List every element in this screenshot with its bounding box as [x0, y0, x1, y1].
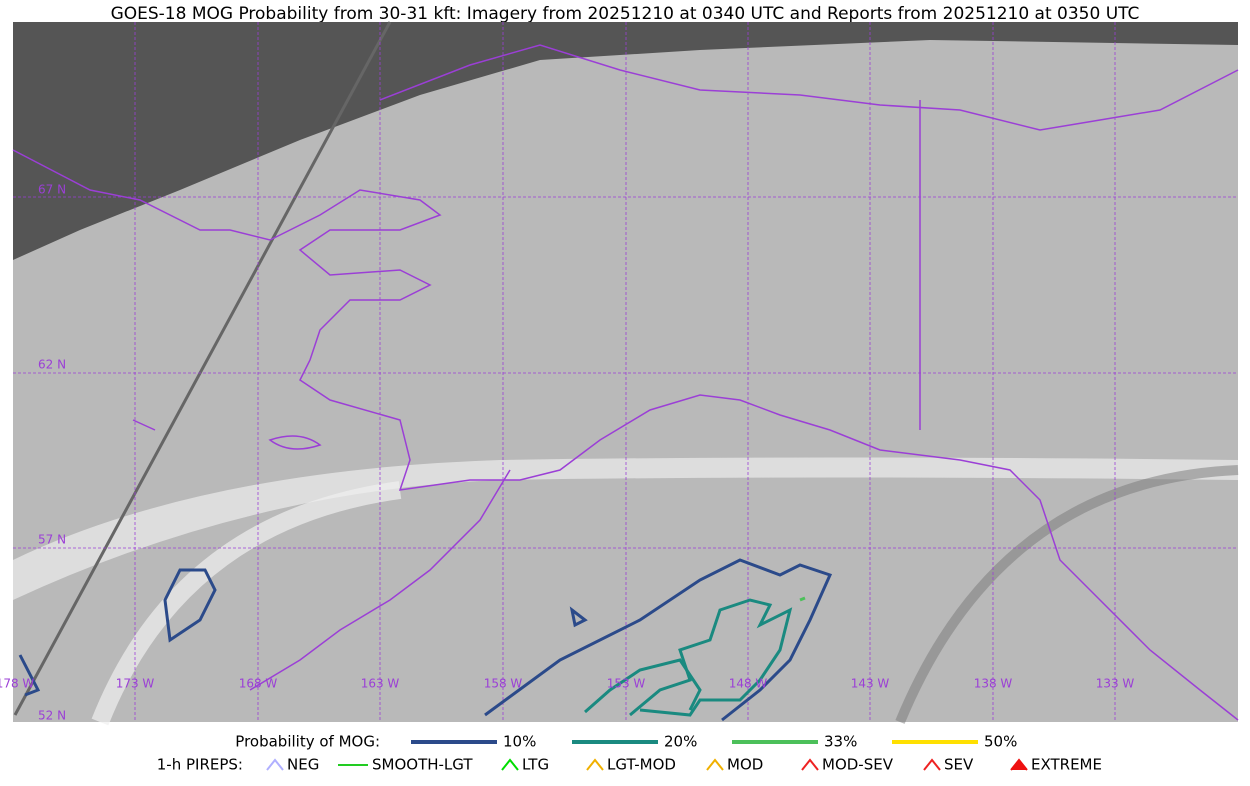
longitude-label: 178 W [0, 677, 34, 691]
legend-heading: Probability of MOG: [235, 733, 380, 751]
graticule [13, 22, 1238, 722]
legend-label: 10% [503, 733, 536, 751]
legend-icon [266, 758, 284, 771]
legend-label: NEG [287, 756, 319, 774]
title: GOES-18 MOG Probability from 30-31 kft: … [111, 4, 1140, 24]
longitude-label: 163 W [361, 677, 400, 691]
legend-label: MOD [727, 756, 763, 774]
legend-label: SEV [944, 756, 974, 774]
legend-icon [801, 758, 819, 771]
longitude-label: 168 W [239, 677, 278, 691]
longitude-label: 148 W [729, 677, 768, 691]
legend-label: 20% [664, 733, 697, 751]
legend-label: EXTREME [1031, 756, 1102, 774]
latitude-label: 62 N [38, 358, 66, 372]
no-data-region [13, 22, 1238, 260]
legend-label: LTG [522, 756, 549, 774]
labels: 67 N 62 N 57 N 52 N 178 W 173 W 168 W 163 W 158 … [0, 183, 1134, 723]
longitude-label: 173 W [116, 677, 155, 691]
longitude-label: 133 W [1096, 677, 1135, 691]
probability-contours [18, 558, 833, 722]
legend-icon [1010, 758, 1028, 771]
coastline [12, 44, 1239, 721]
legend-heading: 1-h PIREPS: [157, 756, 243, 774]
legend-label: 33% [824, 733, 857, 751]
legend-label: 50% [984, 733, 1017, 751]
latitude-label: 52 N [38, 709, 66, 723]
legend-label: SMOOTH-LGT [372, 756, 473, 774]
swath-edge [13, 21, 392, 716]
longitude-label: 153 W [607, 677, 646, 691]
longitude-label: 138 W [974, 677, 1013, 691]
longitude-label: 143 W [851, 677, 890, 691]
legend-label: LGT-MOD [607, 756, 676, 774]
legend-label: MOD-SEV [822, 756, 894, 774]
legend: Probability of MOG: 10% 20% 33% 50% 1-h PIREP… [157, 733, 1102, 774]
latitude-label: 57 N [38, 533, 66, 547]
legend-icon [501, 758, 519, 771]
latitude-label: 67 N [38, 183, 66, 197]
cloud-band [13, 457, 1238, 600]
longitude-label: 158 W [484, 677, 523, 691]
legend-icon [923, 758, 941, 771]
legend-icon [706, 758, 724, 771]
map [12, 21, 1239, 726]
shadow-band [895, 465, 1239, 724]
cloud-band [91, 481, 402, 726]
legend-icon [586, 758, 604, 771]
